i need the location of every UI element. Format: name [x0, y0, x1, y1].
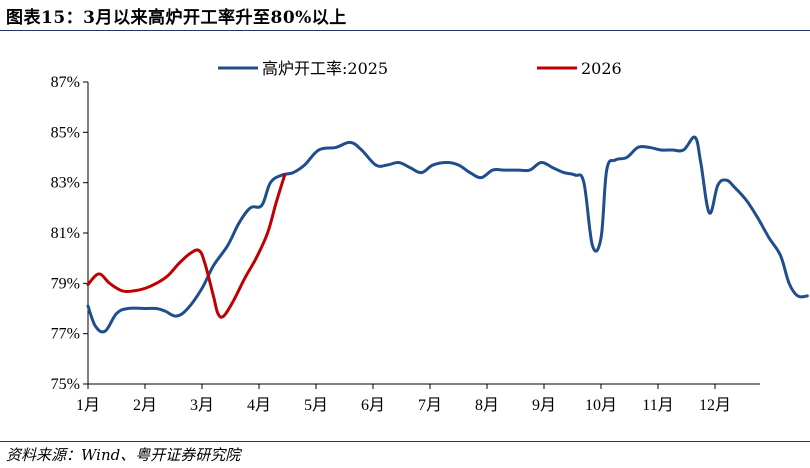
series-line-1 [86, 135, 809, 334]
y-tick-label: 75% [51, 376, 80, 393]
y-tick-label: 83% [51, 175, 80, 192]
x-tick-label: 3月 [190, 397, 214, 414]
x-tick-label: 5月 [304, 397, 328, 414]
y-tick-label: 87% [51, 74, 80, 91]
x-tick-label: 10月 [585, 397, 617, 414]
x-tick-label: 4月 [247, 397, 271, 414]
x-tick-label: 9月 [532, 397, 556, 414]
series-line-2 [86, 173, 287, 319]
y-tick-label: 85% [51, 124, 80, 141]
x-tick-label: 8月 [475, 397, 499, 414]
source-divider [0, 441, 810, 442]
source-note: 资料来源：Wind、粤开证券研究院 [6, 446, 241, 464]
x-tick-label: 6月 [361, 397, 385, 414]
y-tick-label: 79% [51, 275, 80, 292]
x-tick-label: 12月 [699, 397, 731, 414]
x-tick-label: 1月 [76, 397, 100, 414]
chart-lines [86, 135, 809, 334]
figure-title: 图表15：3月以来高炉开工率升至80%以上 [6, 8, 347, 28]
x-tick-label: 7月 [418, 397, 442, 414]
legend-label-2: 2026 [581, 59, 622, 78]
title-divider [0, 30, 810, 31]
chart-axes: 75% 77% 79% 81% 83% 85% 87% 1月 2月 3月 4月 5月 6月 7月 8月 9月 1… [51, 74, 760, 414]
y-tick-label: 77% [51, 326, 80, 343]
x-tick-label: 2月 [133, 397, 157, 414]
legend-label-1: 高炉开工率:2025 [262, 59, 388, 78]
x-tick-label: 11月 [642, 397, 673, 414]
chart-legend: 高炉开工率:2025 2026 [218, 59, 622, 78]
y-tick-label: 81% [51, 225, 80, 242]
